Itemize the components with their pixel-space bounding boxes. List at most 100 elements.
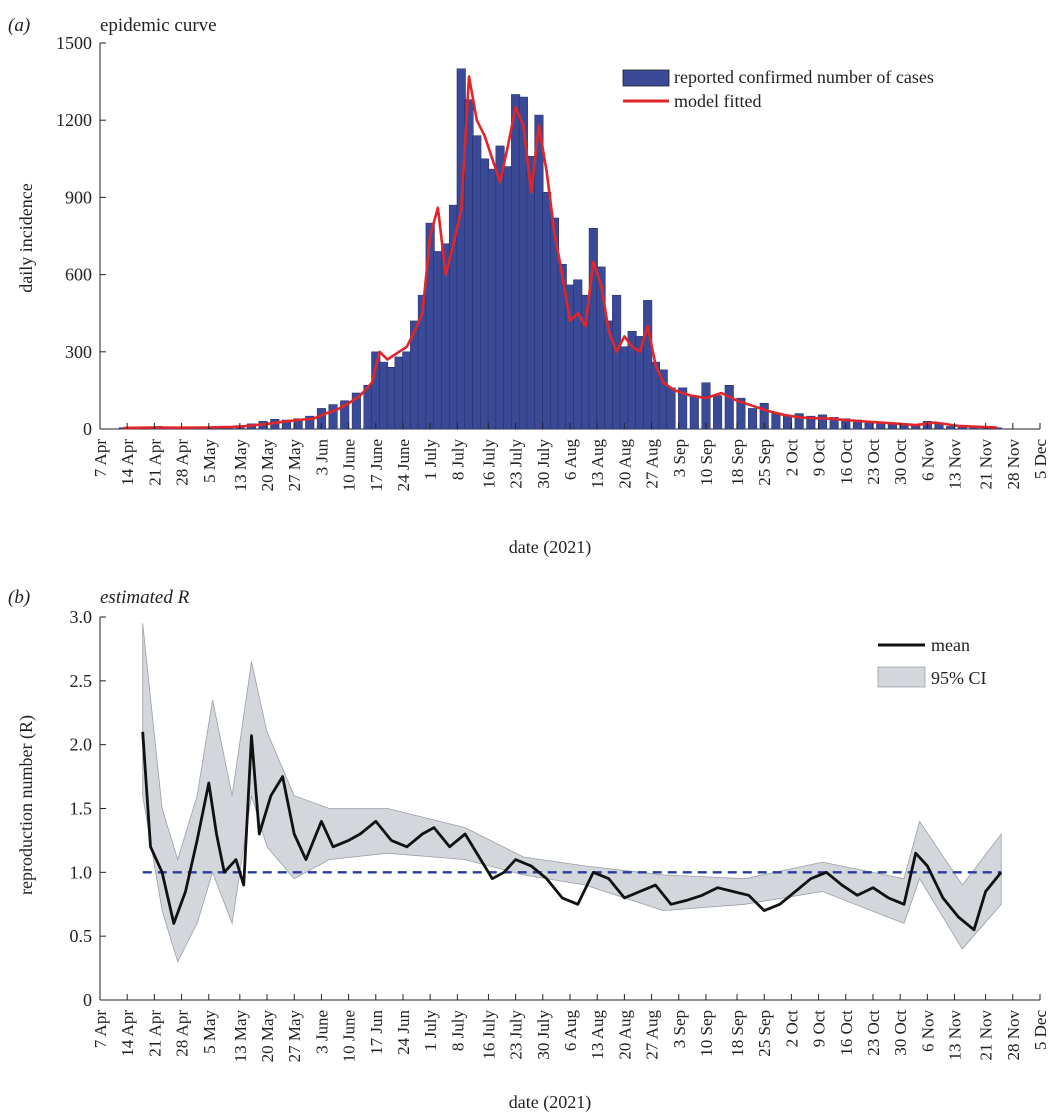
case-bar [794, 413, 804, 430]
panel-a-x-tick-label: 20 Aug [615, 439, 634, 489]
panel-a: (a) epidemic curve daily incidence date … [8, 15, 1050, 558]
panel-b-x-tick-label: 13 May [231, 1010, 250, 1063]
case-bar [748, 408, 758, 430]
panel-a-x-tick-label: 5 Dec [1031, 439, 1050, 480]
case-bar [386, 366, 396, 430]
case-bar [666, 387, 676, 430]
mean-line [141, 731, 1003, 932]
panel-b: (b) estimated R reproduction number (R) … [8, 587, 1050, 1113]
case-bar [619, 346, 629, 430]
panel-b-x-tick-label: 23 July [507, 1010, 526, 1060]
panel-a-title: epidemic curve [100, 15, 217, 36]
panel-a-x-tick-label: 14 Apr [118, 439, 137, 486]
panel-b-x-tick-label: 21 Apr [145, 1010, 164, 1057]
case-bar [689, 395, 699, 430]
panel-a-x-tick-label: 28 Nov [1004, 439, 1023, 490]
case-bar [379, 361, 389, 430]
panel-a-x-tick-label: 7 Apr [91, 439, 110, 478]
ci-band [142, 623, 1002, 963]
panel-a-x-tick-label: 28 Apr [173, 439, 192, 486]
panel-b-x-tick-label: 7 Apr [91, 1010, 110, 1049]
panel-b-label: (b) [8, 587, 30, 608]
panel-b-y-tick-label: 2.5 [70, 671, 93, 691]
panel-b-x-tick-label: 30 Oct [891, 1010, 910, 1056]
case-bar [701, 382, 711, 430]
panel-a-label: (a) [8, 15, 30, 36]
panel-b-x-tick-label: 3 June [312, 1010, 331, 1054]
panel-b-y-tick-label: 3.0 [70, 607, 93, 627]
panel-a-legend: reported confirmed number of cases model… [622, 67, 934, 111]
legend-swatch-bars [622, 69, 670, 87]
case-bar [402, 351, 412, 430]
case-bar [643, 300, 653, 430]
panel-b-y-tick-label: 1.0 [70, 862, 93, 882]
panel-a-x-tick-label: 3 Jun [312, 439, 331, 476]
panel-a-y-tick-label: 1200 [56, 110, 92, 130]
legend-label-mean: mean [931, 635, 970, 655]
panel-b-x-tick-label: 13 Nov [946, 1010, 965, 1061]
panel-a-x-tick-label: 13 Aug [588, 439, 607, 489]
case-bar [713, 395, 723, 430]
panel-b-x-tick-label: 21 Nov [977, 1010, 996, 1061]
panel-b-xlabel: date (2021) [509, 1092, 591, 1113]
case-bar [612, 294, 622, 430]
panel-b-x-tick-label: 16 July [479, 1010, 498, 1060]
panel-b-x-tick-label: 8 July [448, 1010, 467, 1052]
panel-b-x-tick-label: 6 Nov [918, 1010, 937, 1053]
panel-a-x-tick-label: 13 Nov [946, 439, 965, 490]
case-bar [394, 356, 404, 430]
case-bar [829, 417, 839, 430]
panel-a-ylabel: daily incidence [16, 183, 36, 292]
panel-a-x-tick-label: 24 June [394, 439, 413, 491]
case-bar [771, 413, 781, 430]
legend-label-bars: reported confirmed number of cases [674, 67, 934, 87]
panel-a-x-tick-label: 16 Oct [837, 439, 856, 485]
panel-b-title: estimated R [100, 587, 190, 608]
panel-b-x-tick-label: 28 Nov [1004, 1010, 1023, 1061]
panel-a-xlabel: date (2021) [509, 537, 591, 558]
panel-b-x-tick-label: 6 Aug [561, 1010, 580, 1052]
panel-b-x-tick-label: 1 July [421, 1010, 440, 1052]
legend-swatch-ci [877, 666, 926, 688]
case-bar [817, 414, 828, 430]
panel-a-x-tick-label: 21 Apr [145, 439, 164, 486]
case-bar [782, 415, 793, 430]
panel-a-bars [118, 68, 1002, 430]
panel-a-ticks: 0 300 600 900 1200 1500 7 Apr 14 Apr 21 Apr 28 Ap… [56, 33, 1050, 491]
panel-a-y-tick-label: 1500 [56, 33, 92, 53]
case-bar [503, 166, 513, 430]
panel-b-x-tick-label: 2 Oct [782, 1010, 801, 1048]
panel-b-x-tick-label: 28 Apr [173, 1010, 192, 1057]
panel-a-x-tick-label: 2 Oct [782, 439, 801, 477]
panel-a-x-tick-label: 16 July [479, 439, 498, 489]
panel-b-x-tick-label: 16 Oct [837, 1010, 856, 1056]
case-bar [281, 419, 291, 430]
panel-b-x-tick-label: 24 Jun [394, 1010, 413, 1055]
case-bar [542, 192, 552, 430]
case-bar [480, 158, 490, 430]
panel-b-x-tick-label: 9 Oct [810, 1010, 829, 1048]
panel-b-x-tick-label: 30 July [534, 1010, 553, 1060]
panel-a-x-tick-label: 10 June [340, 439, 359, 491]
panel-a-y-tick-label: 900 [65, 187, 92, 207]
case-bar [724, 385, 734, 430]
panel-a-y-tick-label: 300 [65, 342, 92, 362]
panel-a-x-tick-label: 3 Sep [670, 439, 689, 477]
case-bar [511, 94, 521, 430]
case-bar [495, 145, 505, 430]
panel-a-y-tick-label: 600 [65, 265, 92, 285]
panel-b-ci-band [142, 623, 1002, 963]
panel-a-x-tick-label: 21 Nov [977, 439, 996, 490]
panel-a-x-tick-label: 20 May [258, 439, 277, 492]
panel-a-x-tick-label: 23 Oct [864, 439, 883, 485]
panel-b-x-tick-label: 5 Dec [1031, 1010, 1050, 1051]
case-bar [526, 155, 536, 430]
panel-b-y-tick-label: 2.0 [70, 735, 93, 755]
panel-a-x-tick-label: 9 Oct [810, 439, 829, 477]
panel-a-x-tick-label: 30 Oct [891, 439, 910, 485]
model-fitted-line [123, 75, 998, 430]
panel-a-x-tick-label: 5 May [200, 439, 219, 483]
case-bar [806, 415, 816, 430]
panel-b-x-tick-label: 18 Sep [728, 1010, 747, 1057]
